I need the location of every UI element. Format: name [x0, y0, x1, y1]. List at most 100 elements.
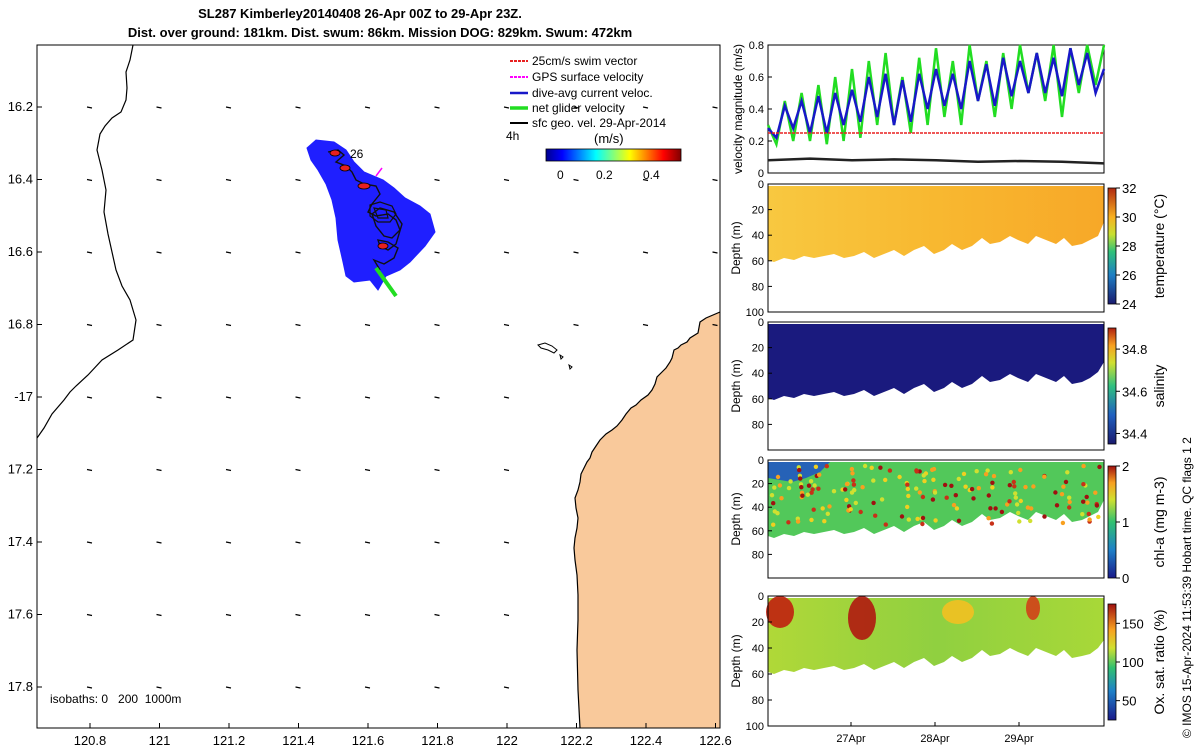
island-outline [568, 363, 573, 370]
surface-velocity-arrow [503, 541, 510, 544]
surface-velocity-arrow [295, 106, 301, 109]
surface-velocity-arrow [86, 686, 93, 689]
chlorophyll-sample-dot [1013, 491, 1018, 496]
surface-velocity-arrow [503, 686, 510, 689]
chlorophyll-sample-dot [993, 506, 998, 511]
surface-velocity-arrow [295, 178, 301, 182]
surface-velocity-arrow [503, 396, 510, 399]
chlorophyll-sample-dot [1014, 502, 1020, 507]
surface-velocity-arrow [295, 613, 301, 617]
surface-velocity-arrow [434, 686, 440, 689]
chlorophyll-colorbar [1107, 465, 1117, 579]
surface-velocity-arrow [225, 178, 232, 182]
chlorophyll-sample-dot [873, 513, 878, 518]
map-y-tick-label: 16.4 [8, 172, 33, 187]
chlorophyll-sample-dot [932, 490, 938, 495]
chlorophyll-sample-dot [906, 517, 911, 522]
surface-velocity-arrow [573, 323, 579, 327]
surface-velocity-arrow [503, 251, 510, 254]
oxygen-max-patch [1026, 596, 1040, 620]
surface-velocity-arrow [86, 541, 93, 544]
velocity-y-tick-label: 0.6 [749, 72, 764, 84]
colorbar-label: chl-a (mg m-3) [1151, 476, 1167, 567]
chlorophyll-sample-dot [1005, 502, 1010, 507]
chlorophyll-sample-dot [871, 478, 876, 483]
colorbar-tick-label: 150 [1122, 616, 1144, 631]
velocity-series-line [767, 157, 1105, 165]
colorbar-tick: 0 [557, 168, 564, 182]
chlorophyll-sample-dot [961, 471, 967, 477]
salinity-colorbar [1107, 327, 1117, 445]
chlorophyll-sample-dot [878, 465, 883, 470]
colorbar-label: (m/s) [594, 131, 624, 146]
surface-velocity-arrow [573, 178, 579, 182]
velocity-y-tick-label: 0.4 [749, 104, 764, 116]
chlorophyll-sample-dot [920, 515, 926, 521]
surface-velocity-arrow [295, 686, 301, 689]
chlorophyll-sample-dot [799, 485, 804, 490]
oxygen-colorbar [1107, 603, 1117, 721]
chlorophyll-sample-dot [810, 487, 815, 492]
colorbar-tick: 0.4 [643, 168, 660, 182]
map-x-tick-label: 122 [496, 733, 518, 748]
depth-tick-label: 0 [758, 317, 764, 329]
oxygen-max-patch [766, 596, 794, 628]
chlorophyll-sample-dot [777, 483, 783, 488]
velocity-axes: 0 0.2 0.4 0.6 0.8 [749, 40, 772, 180]
colorbar-tick-label: 1 [1122, 515, 1129, 530]
glider-track-coverage [306, 139, 436, 291]
depth-axis-label: Depth (m) [729, 492, 743, 545]
chlorophyll-sample-dot [920, 521, 925, 527]
chlorophyll-sample-dot [779, 496, 784, 501]
depth-tick-label: 80 [752, 549, 764, 561]
chlorophyll-sample-dot [844, 497, 849, 503]
surface-velocity-arrow [156, 106, 162, 109]
surface-velocity-arrow [86, 323, 93, 327]
chlorophyll-sample-dot [1011, 479, 1016, 485]
chart-title: SL287 Kimberley20140408 26-Apr 00Z to 29… [198, 6, 522, 21]
colorbar-tick-label: 26 [1122, 268, 1136, 283]
surface-velocity-arrow [364, 541, 371, 544]
surface-velocity-arrow [156, 323, 162, 327]
chlorophyll-sample-dot [990, 485, 995, 490]
swim-vector-mark [357, 182, 371, 190]
depth-tick-label: 100 [746, 721, 764, 733]
chlorophyll-sample-dot [922, 478, 927, 484]
surface-velocity-arrow [86, 468, 93, 472]
surface-velocity-arrow [642, 178, 649, 182]
velocity-ylabel: velocity magnitude (m/s) [731, 44, 745, 174]
colorbar-tick-label: 2 [1122, 459, 1129, 474]
surface-velocity-arrow [642, 106, 649, 109]
chlorophyll-sample-dot [808, 479, 814, 484]
depth-tick-label: 80 [752, 419, 764, 431]
map-y-tick-label: 16.6 [8, 244, 33, 259]
chlorophyll-sample-dot [914, 468, 919, 473]
depth-tick-label: 40 [752, 643, 764, 655]
chlorophyll-sample-dot [930, 497, 936, 502]
chlorophyll-sample-dot [1080, 512, 1085, 517]
chlorophyll-sample-dot [824, 464, 829, 469]
map-x-tick-label: 121.4 [282, 733, 315, 748]
surface-velocity-arrow [86, 251, 93, 254]
chlorophyll-sample-dot [1067, 495, 1072, 500]
map-frame [36, 44, 721, 729]
surface-velocity-arrow [503, 468, 510, 472]
depth-tick-label: 0 [758, 591, 764, 603]
chlorophyll-sample-dot [858, 509, 863, 515]
surface-velocity-arrow [712, 178, 718, 182]
chlorophyll-sample-dot [795, 519, 801, 524]
chlorophyll-sample-dot [897, 474, 902, 480]
chlorophyll-sample-dot [933, 518, 938, 523]
colorbar-label: salinity [1151, 365, 1167, 408]
time-tick-label: 27Apr [836, 733, 866, 745]
chlorophyll-sample-dot [806, 483, 812, 488]
surface-velocity-arrow [573, 251, 579, 254]
map-colorbar: (m/s) 0 0.2 0.4 [545, 131, 682, 182]
chlorophyll-sample-dot [775, 511, 780, 516]
oxygen-panel [766, 595, 1117, 727]
gps-surface-velocity-arrow [375, 167, 383, 177]
velocity-y-tick-label: 0.8 [749, 40, 764, 52]
time-tick-label: 28Apr [920, 733, 950, 745]
map-x-tick-label: 121 [149, 733, 171, 748]
velocity-y-tick-label: 0 [758, 168, 764, 180]
